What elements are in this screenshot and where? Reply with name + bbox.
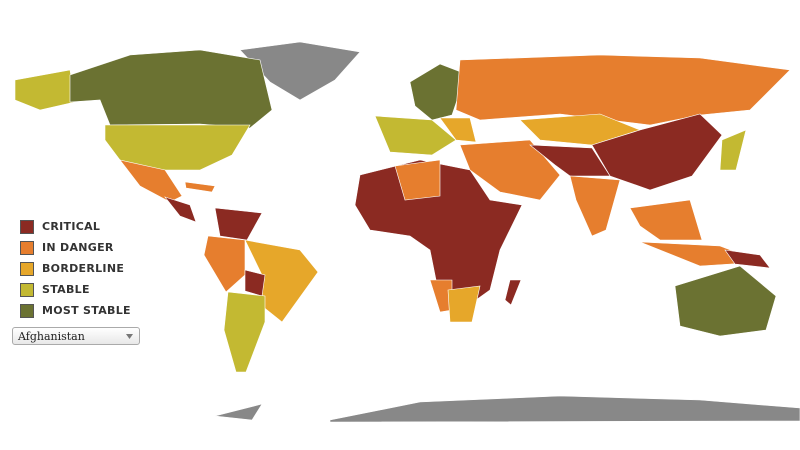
- scandinavia: [409, 63, 467, 121]
- venezuela-colombia: [214, 207, 263, 241]
- legend-item: MOST STABLE: [20, 300, 131, 321]
- eastern-europe: [439, 117, 477, 143]
- legend-swatch: [20, 282, 34, 297]
- legend-swatch: [20, 261, 34, 276]
- dropdown-arrow: [126, 334, 133, 339]
- legend-item: CRITICAL: [20, 216, 131, 237]
- central-america: [164, 196, 197, 223]
- australia: [674, 265, 777, 337]
- peru: [203, 235, 246, 293]
- usa: [104, 124, 251, 171]
- india: [569, 175, 621, 237]
- central-asia: [529, 144, 611, 177]
- russia: [455, 54, 791, 126]
- mexico: [119, 159, 183, 203]
- legend-item: IN DANGER: [20, 237, 131, 258]
- caribbean: [184, 181, 216, 193]
- western-europe: [374, 115, 457, 156]
- antarctica: [329, 395, 800, 423]
- japan: [719, 129, 747, 171]
- china: [591, 113, 723, 191]
- southeast-asia: [629, 199, 703, 241]
- papua: [724, 249, 771, 269]
- legend-label: STABLE: [42, 283, 90, 296]
- canada: [69, 49, 273, 129]
- legend-label: MOST STABLE: [42, 304, 131, 317]
- legend-label: CRITICAL: [42, 220, 101, 233]
- dropdown-selected: Afghanistan: [18, 329, 85, 343]
- legend: CRITICAL IN DANGER BORDERLINE STABLE MOST ST…: [20, 216, 131, 321]
- chile-argentina: [223, 291, 266, 373]
- southern-africa: [447, 285, 481, 323]
- north-africa: [394, 159, 441, 201]
- legend-swatch: [20, 240, 34, 255]
- greenland: [239, 41, 361, 101]
- legend-item: BORDERLINE: [20, 258, 131, 279]
- legend-label: BORDERLINE: [42, 262, 125, 275]
- legend-label: IN DANGER: [42, 241, 114, 254]
- alaska: [14, 69, 76, 111]
- legend-item: STABLE: [20, 279, 131, 300]
- antarctica-peninsula: [214, 403, 263, 421]
- legend-swatch: [20, 219, 34, 234]
- country-dropdown[interactable]: Afghanistan: [12, 327, 140, 345]
- legend-swatch: [20, 303, 34, 318]
- madagascar: [504, 279, 522, 306]
